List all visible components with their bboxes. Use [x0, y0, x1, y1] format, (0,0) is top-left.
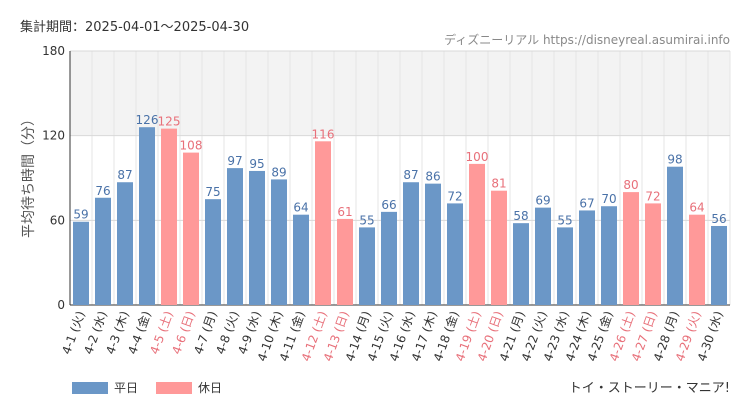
bar — [447, 203, 463, 305]
data-label: 55 — [557, 213, 572, 227]
data-label: 70 — [601, 192, 616, 206]
data-label: 80 — [623, 178, 638, 192]
legend-item-holiday: 休日 — [156, 379, 222, 396]
data-label: 116 — [312, 127, 335, 141]
bar — [183, 152, 199, 305]
bar — [293, 214, 309, 305]
bar — [249, 170, 265, 305]
bar — [469, 163, 485, 305]
legend-swatch-weekday — [72, 381, 108, 394]
data-label: 75 — [205, 185, 220, 199]
data-label: 64 — [689, 201, 704, 215]
bar — [425, 183, 441, 305]
data-label: 67 — [579, 196, 594, 210]
y-tick-label: 120 — [42, 129, 65, 143]
bar — [271, 179, 287, 305]
data-label: 56 — [711, 212, 726, 226]
bar — [337, 218, 353, 305]
bar — [579, 210, 595, 305]
period-label: 集計期間：2025-04-01～2025-04-30 — [20, 20, 250, 35]
bar — [95, 197, 111, 305]
data-label: 55 — [359, 213, 374, 227]
y-tick-label: 0 — [57, 298, 65, 312]
bar — [491, 190, 507, 305]
bar — [557, 227, 573, 305]
data-label: 58 — [513, 209, 528, 223]
y-tick-label: 60 — [50, 213, 65, 227]
bar — [711, 225, 727, 305]
data-label: 59 — [73, 208, 88, 222]
data-label: 72 — [645, 189, 660, 203]
bar — [535, 207, 551, 305]
legend-item-weekday: 平日 — [72, 379, 138, 396]
bar — [139, 127, 155, 305]
bar — [205, 199, 221, 305]
bar — [689, 214, 705, 305]
bar — [645, 203, 661, 305]
legend-label-weekday: 平日 — [114, 381, 139, 395]
attraction-name: トイ・ストーリー・マニア! — [568, 381, 730, 396]
source-label: ディズニーリアル https://disneyreal.asumirai.inf… — [444, 33, 730, 47]
data-label: 100 — [466, 150, 489, 164]
legend-swatch-holiday — [156, 381, 193, 394]
bar — [227, 168, 243, 305]
data-label: 86 — [425, 170, 440, 184]
data-label: 64 — [293, 201, 308, 215]
bar — [601, 206, 617, 305]
bar — [161, 128, 177, 305]
legend-label-holiday: 休日 — [198, 381, 223, 395]
data-label: 61 — [337, 205, 352, 219]
bar — [73, 221, 89, 305]
bar — [315, 141, 331, 305]
data-label: 87 — [403, 168, 418, 182]
data-label: 66 — [381, 198, 396, 212]
legend: 平日 休日 — [72, 379, 222, 396]
data-label: 97 — [227, 154, 242, 168]
data-label: 95 — [249, 157, 264, 171]
data-label: 72 — [447, 189, 462, 203]
data-label: 69 — [535, 194, 550, 208]
bar — [403, 182, 419, 305]
data-label: 126 — [136, 113, 159, 127]
data-label: 108 — [180, 139, 203, 153]
bar — [359, 227, 375, 305]
y-tick-label: 180 — [42, 44, 65, 58]
bar — [623, 192, 639, 305]
data-label: 98 — [667, 153, 682, 167]
bar — [513, 223, 529, 305]
bar — [667, 166, 683, 305]
data-label: 125 — [158, 115, 181, 129]
data-label: 76 — [95, 184, 110, 198]
bar — [117, 182, 133, 305]
data-label: 81 — [491, 177, 506, 191]
bar — [381, 211, 397, 305]
data-label: 89 — [271, 165, 286, 179]
data-label: 87 — [117, 168, 132, 182]
